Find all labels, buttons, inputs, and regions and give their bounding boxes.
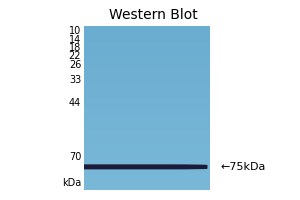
- FancyBboxPatch shape: [56, 164, 208, 169]
- Text: Western Blot: Western Blot: [109, 8, 197, 22]
- Text: ←75kDa: ←75kDa: [220, 162, 266, 172]
